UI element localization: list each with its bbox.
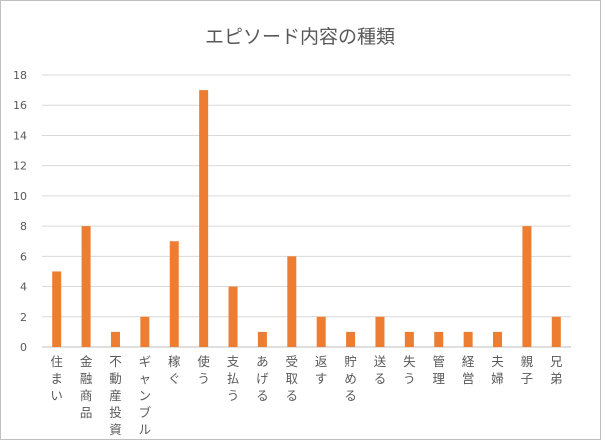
bar [52,271,62,347]
x-tick-label: 夫婦 [491,354,504,386]
x-tick-label: 金融商品 [80,354,93,420]
bar [228,286,238,347]
x-tick-label: 稼ぐ [168,354,181,386]
bar [81,226,91,347]
y-tick-label: 10 [13,190,27,203]
chart-title: エピソード内容の種類 [205,26,395,48]
bar [169,241,179,347]
bar [463,331,473,347]
bar [493,331,503,347]
x-tick-label: 不動産投資 [109,354,122,437]
bar [199,90,209,347]
y-tick-label: 6 [20,250,27,263]
x-tick-label: 貯める [344,354,357,403]
y-tick-label: 18 [13,69,27,82]
x-tick-label: 兄弟 [550,354,563,386]
y-tick-label: 4 [20,281,27,294]
bar [287,256,297,347]
bar [404,331,414,347]
y-tick-label: 8 [20,220,27,233]
x-tick-label: 経営 [462,354,475,386]
y-tick-label: 12 [13,160,27,173]
y-tick-label: 16 [13,99,27,112]
x-tick-label: 送る [374,354,387,386]
x-tick-label: 管理 [432,354,445,386]
y-tick-label: 14 [13,129,27,142]
chart-frame [0,0,601,440]
bar [522,226,532,347]
y-tick-label: 2 [20,311,27,324]
bar [551,316,561,347]
x-tick-label: 失う [403,354,416,386]
x-tick-label: ギャンブル [139,354,152,437]
bar [346,331,356,347]
bar [316,316,326,347]
x-tick-label: 住まい [50,354,63,403]
x-tick-label: 返す [315,354,328,386]
y-tick-label: 0 [20,341,27,354]
x-tick-label: 支払う [227,354,240,403]
bar [257,331,267,347]
bar [434,331,444,347]
x-tick-label: 受取る [286,354,299,403]
bar [140,316,150,347]
x-tick-label: 使う [197,354,210,386]
bar [375,316,385,347]
x-tick-label: 親子 [521,354,534,386]
x-tick-label: あげる [256,354,269,403]
bar [110,331,120,347]
